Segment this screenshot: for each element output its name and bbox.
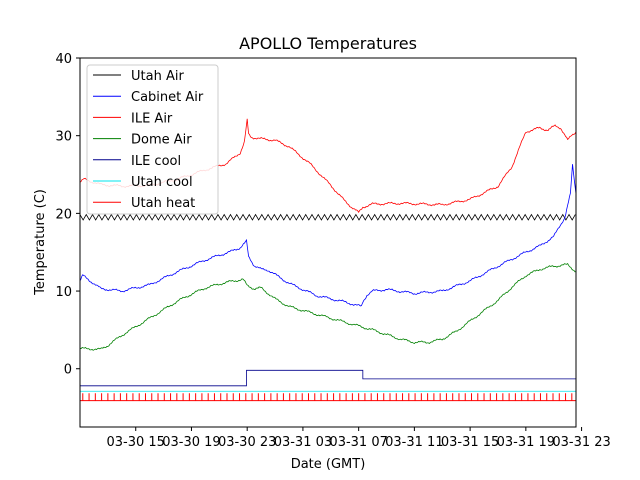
x-tick-label: 03-30 19 [162, 435, 220, 450]
x-tick-label: 03-31 03 [274, 435, 332, 450]
series-ile-cool [80, 369, 576, 387]
series-dome-air [80, 263, 576, 351]
y-tick-label: 0 [64, 363, 72, 378]
legend-label-dome-air: Dome Air [131, 133, 192, 148]
x-tick-label: 03-31 07 [329, 435, 387, 450]
series-cabinet-air [80, 164, 576, 307]
y-axis-ticks: 0 10 20 30 40 [55, 52, 80, 378]
y-tick-label: 30 [55, 130, 72, 145]
x-tick-label: 03-31 11 [385, 435, 443, 450]
series-utah-heat [80, 393, 576, 402]
x-tick-label: 03-31 15 [441, 435, 499, 450]
legend: Utah Air Cabinet Air ILE Air Dome Air ILE co… [86, 64, 219, 215]
x-tick-label: 03-30 23 [218, 435, 276, 450]
x-tick-label: 03-31 23 [552, 435, 610, 450]
legend-frame [86, 64, 219, 215]
legend-label-ile-air: ILE Air [131, 111, 173, 126]
plot-frame [79, 57, 577, 428]
chart-title: APOLLO Temperatures [239, 34, 417, 53]
series-utah-air [80, 213, 576, 221]
legend-label-utah-air: Utah Air [131, 69, 184, 84]
legend-label-cabinet-air: Cabinet Air [131, 90, 204, 105]
y-axis-label: Temperature (C) [33, 189, 48, 296]
x-tick-label: 03-31 19 [497, 435, 555, 450]
legend-label-utah-cool: Utah cool [131, 175, 193, 190]
series-utah-heat-line [80, 393, 576, 402]
y-tick-label: 20 [55, 207, 72, 222]
x-tick-label: 03-30 15 [107, 435, 165, 450]
y-tick-label: 40 [55, 52, 72, 67]
legend-label-utah-heat: Utah heat [131, 196, 195, 211]
y-tick-label: 10 [55, 285, 72, 300]
x-axis-label: Date (GMT) [291, 457, 366, 472]
legend-label-ile-cool: ILE cool [131, 154, 181, 169]
